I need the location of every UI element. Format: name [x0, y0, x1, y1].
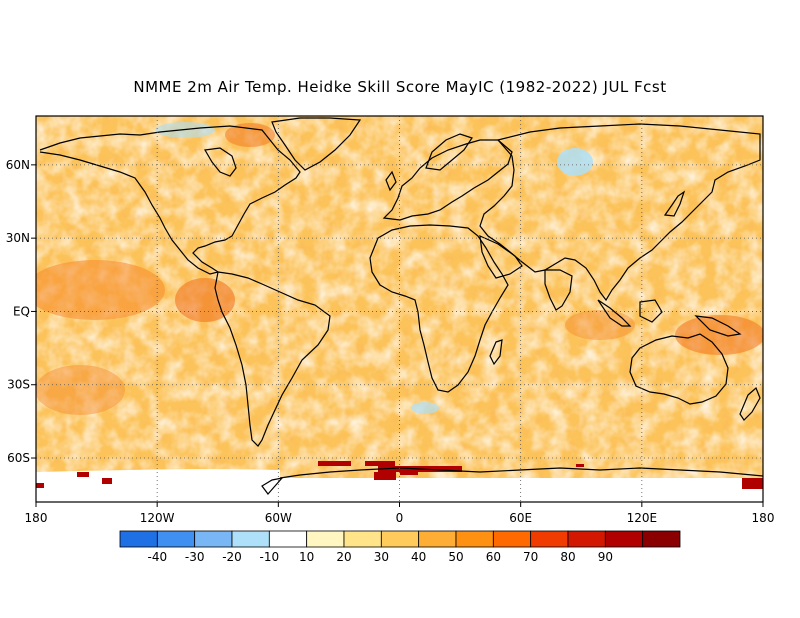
y-tick-label: EQ	[13, 304, 30, 318]
coast-antarctic-peninsula	[261, 477, 284, 495]
colorbar-label: 40	[411, 550, 426, 564]
coast-borneo	[639, 299, 663, 323]
graticule	[36, 116, 763, 502]
colorbar-label: -20	[222, 550, 242, 564]
colorbar-bin	[604, 530, 644, 548]
colorbar-label: -10	[260, 550, 280, 564]
coast-madagascar	[489, 339, 503, 366]
colorbar-bin	[194, 530, 233, 548]
coast-north-america	[39, 125, 301, 275]
colorbar-bin	[231, 530, 270, 548]
colorbar-bin	[119, 530, 158, 548]
coast-africa	[369, 224, 509, 393]
region-indian-ocean-high	[565, 310, 635, 340]
coast-asia	[479, 123, 761, 302]
colorbar-label: 50	[448, 550, 463, 564]
x-tick-label: 120E	[627, 511, 658, 525]
coast-arabia	[479, 235, 523, 279]
region-east-pacific-high	[36, 260, 165, 320]
colorbar-label: 80	[560, 550, 575, 564]
y-tick-label: 60N	[6, 158, 30, 172]
coast-greenland	[271, 117, 362, 171]
x-tick-label: 120W	[140, 511, 175, 525]
y-tick-label: 30N	[6, 231, 30, 245]
colorbar-label: 20	[336, 550, 351, 564]
x-tick-label: 180	[25, 511, 48, 525]
antarctica-area	[36, 478, 763, 502]
colorbar-bin	[455, 530, 494, 548]
x-tick-label: 60E	[509, 511, 532, 525]
colorbar-bin	[642, 530, 681, 548]
coast-hudson-bay	[204, 147, 237, 177]
colorbar-bin	[306, 530, 345, 548]
y-tick-label: 30S	[7, 378, 30, 392]
colorbar-bin	[418, 530, 457, 548]
colorbar-label: -40	[148, 550, 168, 564]
x-tick-label: 60W	[265, 511, 292, 525]
x-tick-label: 0	[396, 511, 404, 525]
coast-europe	[382, 139, 513, 221]
region-peru-high	[175, 278, 235, 322]
colorbar-bin	[530, 530, 569, 548]
colorbar-label: 70	[523, 550, 538, 564]
coast-antarctica	[279, 467, 763, 479]
region-south-pacific-high	[36, 365, 125, 415]
colorbar-bin	[343, 530, 382, 548]
colorbar-bin	[156, 530, 196, 548]
coast-sumatra	[597, 299, 632, 327]
skill-field	[36, 116, 763, 502]
x-tick-label: 180	[752, 511, 775, 525]
region-arctic-high	[225, 123, 275, 147]
colorbar-label: 60	[486, 550, 501, 564]
colorbar-bin	[567, 530, 606, 548]
coastlines	[39, 117, 763, 495]
region-maritime-high	[675, 315, 763, 355]
coast-south-america	[214, 271, 331, 447]
colorbar-label: 30	[374, 550, 389, 564]
map-title: NMME 2m Air Temp. Heidke Skill Score May…	[133, 78, 667, 96]
antarctic-coast-fill	[36, 469, 280, 478]
region-siberia-low	[557, 148, 593, 176]
latitude-axis: 60N 30N EQ 30S 60S	[6, 158, 36, 465]
coast-new-zealand	[739, 386, 761, 421]
coast-scandinavia	[425, 133, 473, 171]
colorbar-bin	[492, 530, 532, 548]
longitude-axis: 180 120W 60W 0 60E 120E 180	[25, 502, 775, 525]
colorbar-label: -30	[185, 550, 205, 564]
coast-new-guinea	[694, 315, 742, 337]
coast-australia	[629, 333, 729, 405]
region-south-atlantic-low	[411, 402, 439, 414]
y-tick-label: 60S	[7, 451, 30, 465]
coast-japan	[663, 190, 686, 217]
coast-india	[544, 269, 573, 311]
colorbar-label: 10	[299, 550, 314, 564]
colorbar-label: 90	[598, 550, 613, 564]
coast-britain	[385, 170, 397, 192]
colorbar-bin	[380, 530, 420, 548]
colorbar: -40 -30 -20 -10 10 20 30 40 50 60 70 80 90	[119, 530, 681, 564]
colorbar-bin	[268, 530, 308, 548]
